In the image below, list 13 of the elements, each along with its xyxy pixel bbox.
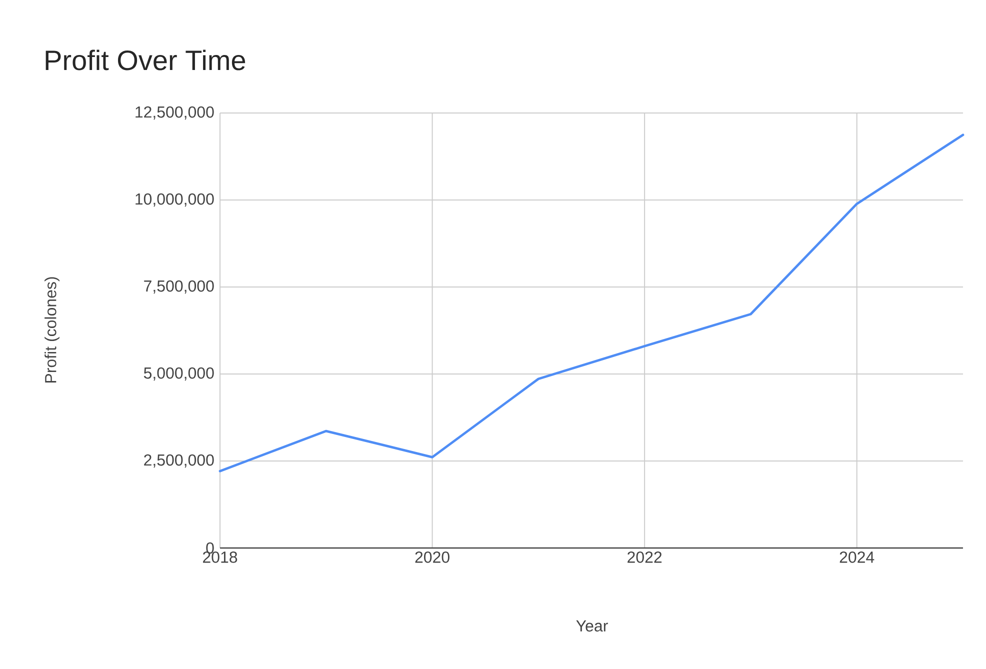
y-tick-label: 7,500,000 — [144, 280, 214, 294]
line-series — [218, 134, 964, 472]
x-tick-label: 2020 — [415, 552, 450, 563]
y-axis-title: Profit (colones) — [44, 277, 60, 382]
x-tick-label: 2022 — [628, 552, 662, 563]
x-tick-label: 2018 — [203, 552, 238, 563]
chart-title: Profit Over Time — [46, 50, 246, 70]
y-tick-label: 2,500,000 — [144, 454, 214, 468]
y-tick-label: 5,000,000 — [144, 367, 214, 381]
y-tick-label: 10,000,000 — [136, 193, 214, 207]
x-axis-title: Year — [576, 620, 608, 632]
x-tick-label: 2024 — [840, 552, 874, 563]
y-tick-label: 12,500,000 — [136, 106, 214, 120]
